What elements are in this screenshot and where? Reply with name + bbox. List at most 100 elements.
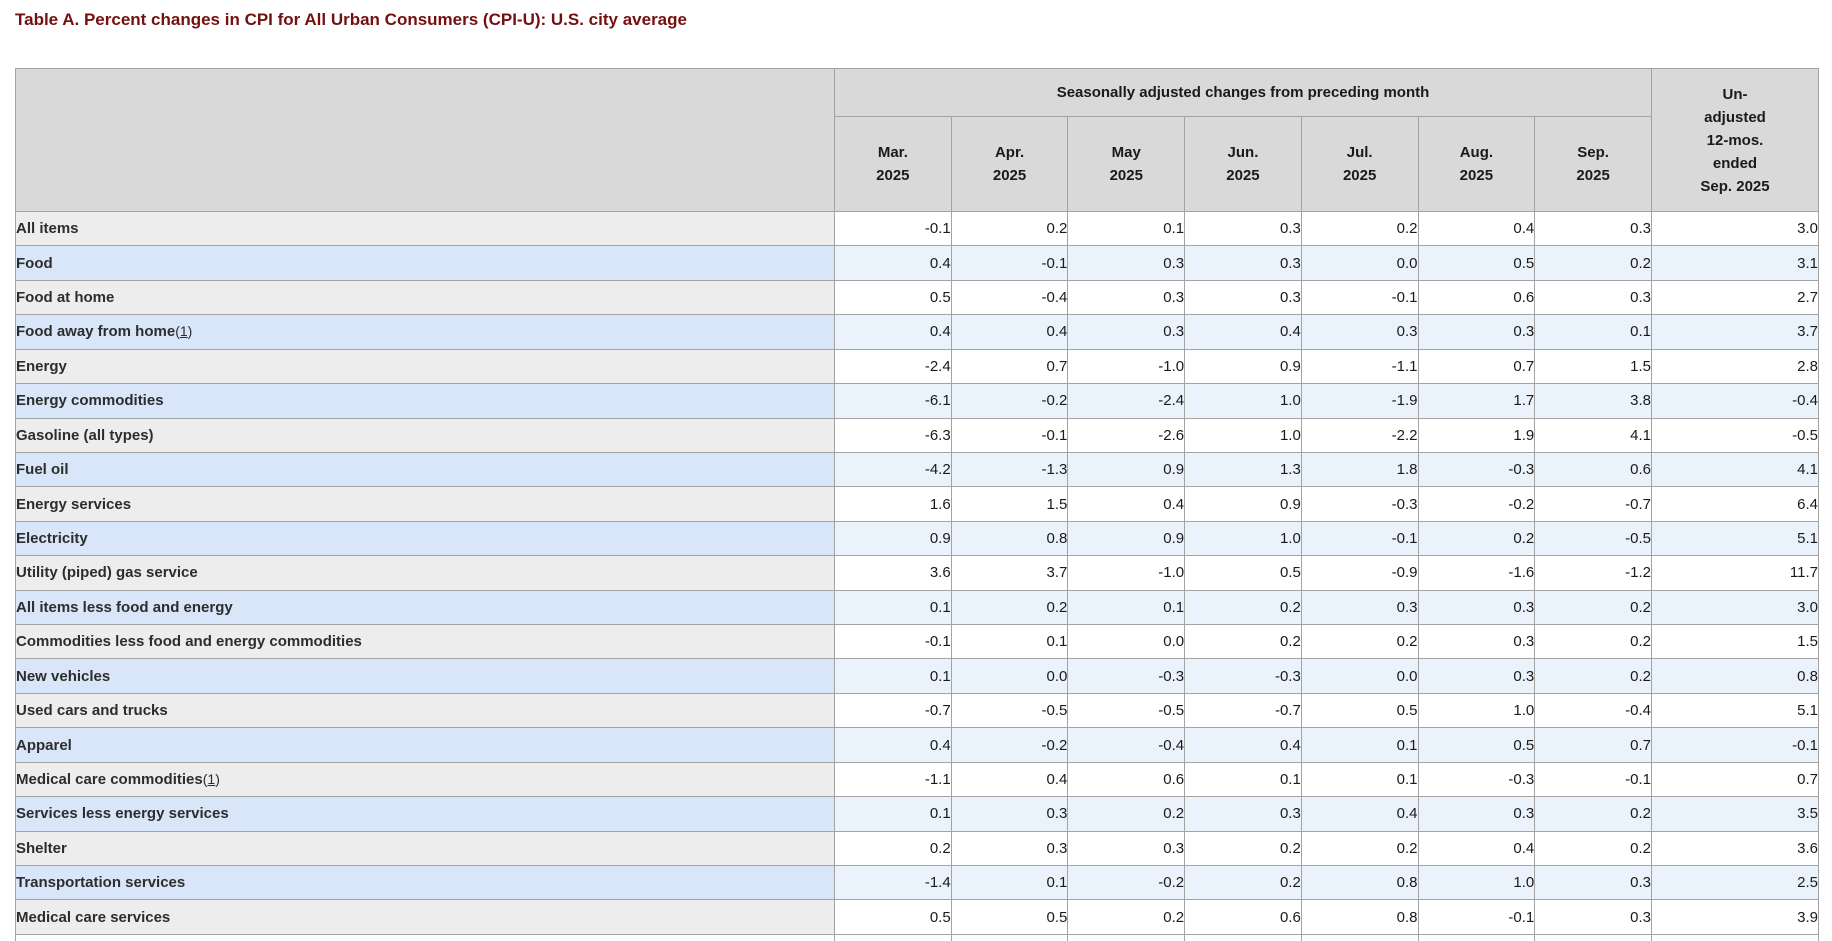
monthly-change-value: -1.3: [950, 451, 1069, 488]
monthly-change-value: -2.4: [1067, 383, 1186, 419]
table-row: Food 0.4 -0.1 0.3 0.3 0.0 0.5 0.2 3.1: [15, 245, 1819, 281]
monthly-change-value: -0.3: [1417, 761, 1536, 798]
monthly-change-value: -0.2: [950, 383, 1069, 419]
monthly-change-value: 0.4: [1067, 486, 1186, 522]
monthly-change-value: -0.1: [1417, 899, 1536, 935]
monthly-change-value: 0.3: [1417, 796, 1536, 832]
monthly-change-value: -0.3: [1184, 658, 1302, 694]
monthly-change-value: -1.0: [1067, 348, 1186, 385]
table-row: Utility (piped) gas service 3.6 3.7 -1.0 0.5…: [15, 555, 1819, 591]
monthly-change-value: 0.2: [834, 830, 952, 867]
row-label: All items less food and energy: [16, 598, 233, 616]
month-column-header: Aug. 2025: [1417, 116, 1536, 212]
month-year: 2025: [1576, 167, 1610, 184]
monthly-change-value: 0.3: [1417, 658, 1536, 694]
monthly-change-value: -0.1: [950, 417, 1069, 453]
monthly-change-value: 0.3: [1184, 796, 1302, 832]
monthly-change-value: -0.9: [1300, 555, 1419, 591]
month-name: Mar.: [877, 144, 908, 161]
row-label: Food: [16, 254, 53, 272]
row-label-cell: Energy commodities: [15, 383, 835, 419]
unadjusted-12mo-value: 6.4: [1651, 486, 1819, 522]
table-row: Medical care services 0.5 0.5 0.2 0.6 0.8 -0.1…: [15, 899, 1819, 935]
monthly-change-value: -1.9: [1300, 383, 1419, 419]
monthly-change-value: 0.1: [834, 589, 952, 626]
monthly-change-value: 0.3: [1300, 314, 1419, 350]
month-year: 2025: [1342, 167, 1377, 184]
monthly-change-value: 0.3: [1534, 899, 1652, 935]
monthly-change-value: 0.2: [1534, 624, 1652, 660]
unadjusted-12mo-value: 1.5: [1651, 624, 1819, 660]
unadjusted-12mo-value: 3.9: [1651, 899, 1819, 935]
monthly-change-value: -1.6: [1417, 555, 1536, 591]
monthly-change-value: 3.7: [950, 555, 1069, 591]
row-label-cell: Used cars and trucks: [15, 692, 835, 729]
unadjusted-header-line: Sep. 2025: [1700, 177, 1770, 195]
monthly-change-value: 0.3: [1067, 830, 1186, 867]
table-row: Apparel 0.4 -0.2 -0.4 0.4 0.1 0.5 0.7 -0.1: [15, 727, 1819, 763]
monthly-change-value: 0.6: [1067, 761, 1186, 798]
monthly-change-value: 0.2: [1184, 624, 1302, 660]
unadjusted-12mo-value: 0.8: [1651, 658, 1819, 694]
monthly-change-value: -0.7: [1184, 692, 1302, 729]
unadjusted-12mo-value: 0.7: [1651, 761, 1819, 798]
monthly-change-value: 0.3: [1067, 314, 1186, 350]
monthly-change-value: 0.2: [1534, 589, 1652, 626]
monthly-change-value: -0.2: [1417, 486, 1536, 522]
monthly-change-value: 0.2: [1067, 899, 1186, 935]
cpi-table: Seasonally adjusted changes from precedi…: [15, 68, 1819, 941]
unadjusted-12mo-value: 3.0: [1651, 589, 1819, 626]
monthly-change-value: 0.9: [1067, 451, 1186, 488]
row-label: New vehicles: [16, 667, 111, 685]
row-label-cell: Commodities less food and energy commodi…: [15, 624, 835, 660]
monthly-change-value: 0.3: [950, 796, 1069, 832]
monthly-change-value: 0.1: [1300, 761, 1419, 798]
empty-cell: [1417, 933, 1536, 941]
monthly-change-value: -2.6: [1067, 417, 1186, 453]
header-row-group: Seasonally adjusted changes from precedi…: [15, 68, 1819, 212]
row-label-cell: Shelter: [15, 830, 835, 867]
monthly-change-value: 0.6: [1534, 451, 1652, 488]
row-label-cell: Fuel oil: [15, 451, 835, 488]
row-label-cell: Gasoline (all types): [15, 417, 835, 453]
footnote-link[interactable]: 1: [179, 323, 188, 340]
table-row: Energy services 1.6 1.5 0.4 0.9 -0.3 -0.2 -0.7 6…: [15, 486, 1819, 522]
unadjusted-header-line: 12-mos.: [1706, 131, 1764, 149]
month-name: Jun.: [1227, 144, 1259, 161]
monthly-change-value: 0.2: [1184, 589, 1302, 626]
row-label-cell: All items: [15, 210, 835, 247]
monthly-change-value: 3.6: [834, 555, 952, 591]
table-row: Gasoline (all types) -6.3 -0.1 -2.6 1.0 -2.2 1…: [15, 417, 1819, 453]
table-row: All items less food and energy 0.1 0.2 0.1 0…: [15, 589, 1819, 626]
month-column-header: Jun. 2025: [1184, 116, 1302, 212]
monthly-change-value: -0.3: [1417, 451, 1536, 488]
table-row: Food away from home(1) 0.4 0.4 0.3 0.4 0.3 0.3…: [15, 314, 1819, 350]
footnote-link[interactable]: 1: [207, 770, 216, 787]
empty-cell: [834, 933, 952, 941]
monthly-change-value: 0.3: [1184, 210, 1302, 247]
month-column-header: Sep. 2025: [1534, 116, 1652, 212]
empty-cell: [1184, 933, 1302, 941]
row-label-cell: Food away from home(1): [15, 314, 835, 350]
monthly-change-value: 0.2: [1534, 658, 1652, 694]
monthly-change-value: 0.0: [1067, 624, 1186, 660]
unadjusted-header-line: Un-: [1722, 85, 1748, 103]
monthly-change-value: 0.3: [1417, 314, 1536, 350]
month-year: 2025: [1226, 167, 1260, 184]
monthly-change-value: 0.1: [834, 796, 952, 832]
row-label-cell: Utility (piped) gas service: [15, 555, 835, 591]
table-row: All items -0.1 0.2 0.1 0.3 0.2 0.4 0.3 3.0: [15, 210, 1819, 247]
monthly-change-value: 0.9: [1184, 486, 1302, 522]
row-label: Services less energy services: [16, 805, 229, 823]
row-label-cell: Energy: [15, 348, 835, 385]
monthly-change-value: 0.5: [834, 279, 952, 316]
monthly-change-value: 0.1: [834, 658, 952, 694]
empty-cell: [1300, 933, 1419, 941]
monthly-change-value: 0.1: [1184, 761, 1302, 798]
unadjusted-12mo-value: 5.1: [1651, 692, 1819, 729]
monthly-change-value: -0.1: [1300, 520, 1419, 557]
monthly-change-value: 0.3: [1417, 624, 1536, 660]
monthly-change-value: 0.6: [1184, 899, 1302, 935]
unadjusted-12mo-value: -0.5: [1651, 417, 1819, 453]
monthly-change-value: -0.5: [1534, 520, 1652, 557]
